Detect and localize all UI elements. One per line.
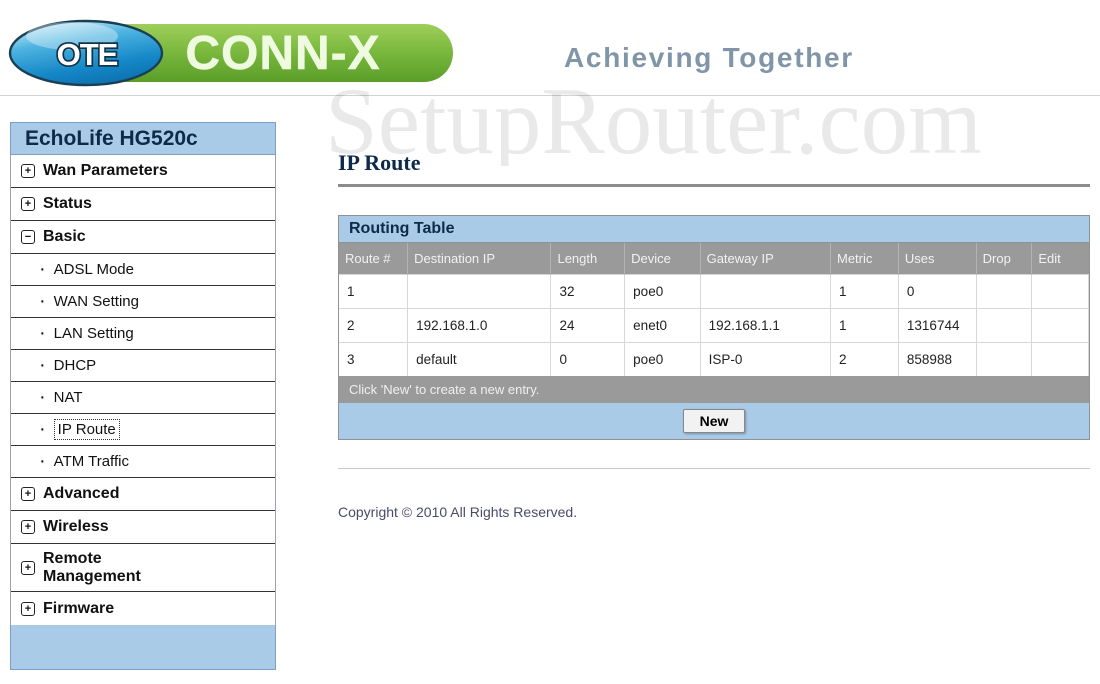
svg-text:OTE: OTE bbox=[57, 37, 118, 72]
